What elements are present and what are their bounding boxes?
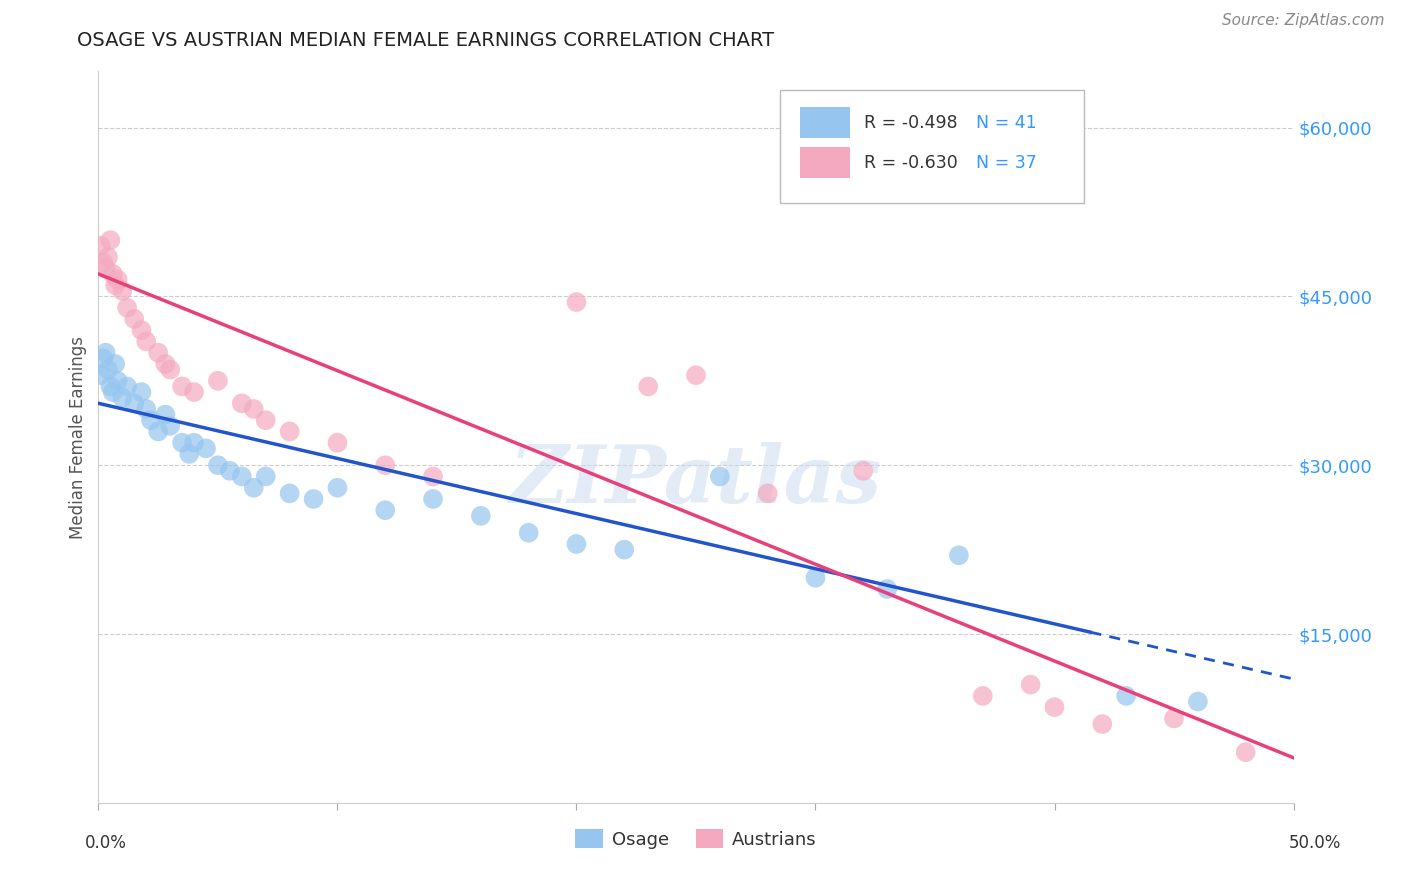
- Point: [1115, 689, 1137, 703]
- Point: [613, 542, 636, 557]
- Text: R = -0.498: R = -0.498: [865, 113, 957, 131]
- Point: [1234, 745, 1257, 759]
- Point: [94, 261, 117, 276]
- Point: [155, 357, 177, 371]
- Text: N = 37: N = 37: [976, 153, 1036, 172]
- Point: [207, 458, 229, 473]
- Point: [326, 481, 349, 495]
- Text: N = 41: N = 41: [976, 113, 1036, 131]
- Point: [231, 469, 253, 483]
- Point: [565, 295, 588, 310]
- Point: [91, 351, 114, 366]
- Y-axis label: Median Female Earnings: Median Female Earnings: [69, 335, 87, 539]
- Point: [231, 396, 253, 410]
- Point: [90, 368, 112, 383]
- Point: [243, 481, 266, 495]
- Point: [709, 469, 731, 483]
- Point: [98, 233, 122, 247]
- Point: [470, 508, 492, 523]
- Point: [243, 401, 266, 416]
- Point: [326, 435, 349, 450]
- Point: [302, 491, 325, 506]
- Point: [104, 278, 127, 293]
- Point: [565, 537, 588, 551]
- Point: [107, 272, 129, 286]
- Point: [131, 385, 153, 400]
- Legend: Osage, Austrians: Osage, Austrians: [568, 822, 824, 856]
- Point: [254, 469, 277, 483]
- Point: [207, 374, 229, 388]
- Point: [278, 425, 301, 439]
- Point: [124, 396, 146, 410]
- Point: [278, 486, 301, 500]
- Point: [148, 425, 170, 439]
- Point: [756, 486, 779, 500]
- Point: [155, 408, 177, 422]
- Point: [148, 345, 170, 359]
- Point: [104, 357, 127, 371]
- Point: [422, 469, 444, 483]
- Point: [183, 385, 205, 400]
- Point: [101, 385, 124, 400]
- Point: [115, 301, 138, 315]
- Point: [972, 689, 994, 703]
- Point: [374, 458, 396, 473]
- Point: [517, 525, 540, 540]
- Point: [219, 464, 242, 478]
- Point: [111, 284, 134, 298]
- Point: [254, 413, 277, 427]
- Point: [101, 267, 124, 281]
- Point: [135, 401, 157, 416]
- Point: [1019, 678, 1042, 692]
- Point: [98, 379, 122, 393]
- Point: [107, 374, 129, 388]
- Point: [159, 418, 181, 433]
- Point: [1091, 717, 1114, 731]
- Point: [172, 379, 194, 393]
- Point: [172, 435, 194, 450]
- Text: Source: ZipAtlas.com: Source: ZipAtlas.com: [1222, 13, 1385, 29]
- Point: [97, 362, 120, 376]
- Point: [948, 548, 970, 562]
- Point: [1043, 700, 1066, 714]
- FancyBboxPatch shape: [779, 90, 1084, 203]
- Point: [139, 413, 162, 427]
- Point: [804, 571, 827, 585]
- Point: [195, 442, 218, 456]
- Point: [1187, 694, 1209, 708]
- Point: [94, 345, 117, 359]
- FancyBboxPatch shape: [800, 107, 851, 138]
- Point: [422, 491, 444, 506]
- Point: [91, 255, 114, 269]
- Point: [637, 379, 659, 393]
- Point: [124, 312, 146, 326]
- Point: [131, 323, 153, 337]
- Text: OSAGE VS AUSTRIAN MEDIAN FEMALE EARNINGS CORRELATION CHART: OSAGE VS AUSTRIAN MEDIAN FEMALE EARNINGS…: [77, 31, 775, 50]
- Point: [90, 239, 112, 253]
- Point: [852, 464, 875, 478]
- Text: R = -0.630: R = -0.630: [865, 153, 959, 172]
- Point: [135, 334, 157, 349]
- Point: [685, 368, 707, 383]
- Point: [111, 391, 134, 405]
- Point: [115, 379, 138, 393]
- Point: [97, 250, 120, 264]
- Point: [1163, 711, 1185, 725]
- Text: 50.0%: 50.0%: [1288, 834, 1341, 852]
- Point: [179, 447, 201, 461]
- Point: [876, 582, 898, 596]
- Text: ZIPatlas: ZIPatlas: [510, 442, 882, 520]
- FancyBboxPatch shape: [800, 147, 851, 178]
- Point: [159, 362, 181, 376]
- Point: [183, 435, 205, 450]
- Text: 0.0%: 0.0%: [84, 834, 127, 852]
- Point: [374, 503, 396, 517]
